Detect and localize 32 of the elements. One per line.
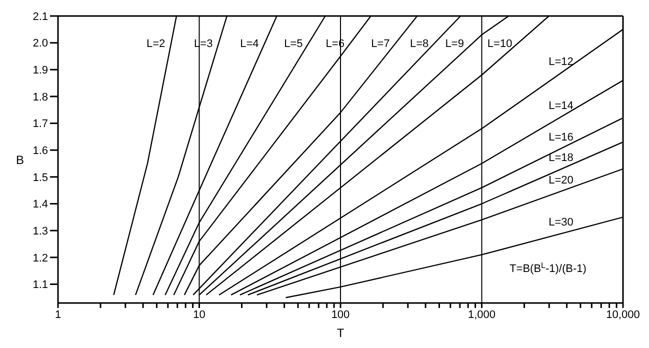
- y-tick-label: 2.0: [32, 38, 48, 50]
- series-label: L=8: [410, 38, 429, 50]
- y-tick-label: 1.2: [32, 252, 48, 264]
- series-label: L=2: [146, 38, 166, 50]
- series-label: L=12: [548, 56, 574, 68]
- series-label: L=16: [548, 132, 574, 144]
- series-label: L=9: [445, 38, 464, 50]
- x-tick-label: 100: [331, 308, 350, 321]
- series-label: L=5: [284, 38, 303, 50]
- series-label: L=14: [548, 100, 574, 112]
- y-axis-title: B: [16, 152, 24, 167]
- series-label: L=20: [548, 174, 574, 186]
- annotation: T=B(B$^{L}$-1)/(B-1): [510, 260, 586, 275]
- series-label: L=10: [487, 38, 512, 50]
- x-tick-label: 1,000: [468, 308, 496, 321]
- series-label: L=7: [371, 38, 390, 50]
- y-tick-label: 1.6: [32, 145, 48, 158]
- y-tick-label: 1.8: [32, 91, 48, 104]
- y-tick-label: 1.4: [32, 198, 48, 211]
- x-tick-label: 10: [193, 308, 206, 321]
- x-tick-label: 1: [54, 308, 62, 321]
- y-tick-label: 1.7: [32, 118, 48, 130]
- series-label: L=30: [548, 216, 574, 229]
- y-tick-label: 1.9: [32, 64, 48, 77]
- y-tick-label: 2.1: [32, 10, 48, 23]
- series-label: L=18: [548, 152, 574, 164]
- y-tick-label: 1.3: [32, 225, 48, 238]
- y-tick-label: 1.1: [32, 279, 48, 292]
- series-label: L=4: [240, 38, 259, 50]
- y-tick-label: 1.5: [32, 172, 48, 184]
- x-axis-title: T: [336, 326, 345, 340]
- x-tick-label: 10,000: [606, 308, 640, 321]
